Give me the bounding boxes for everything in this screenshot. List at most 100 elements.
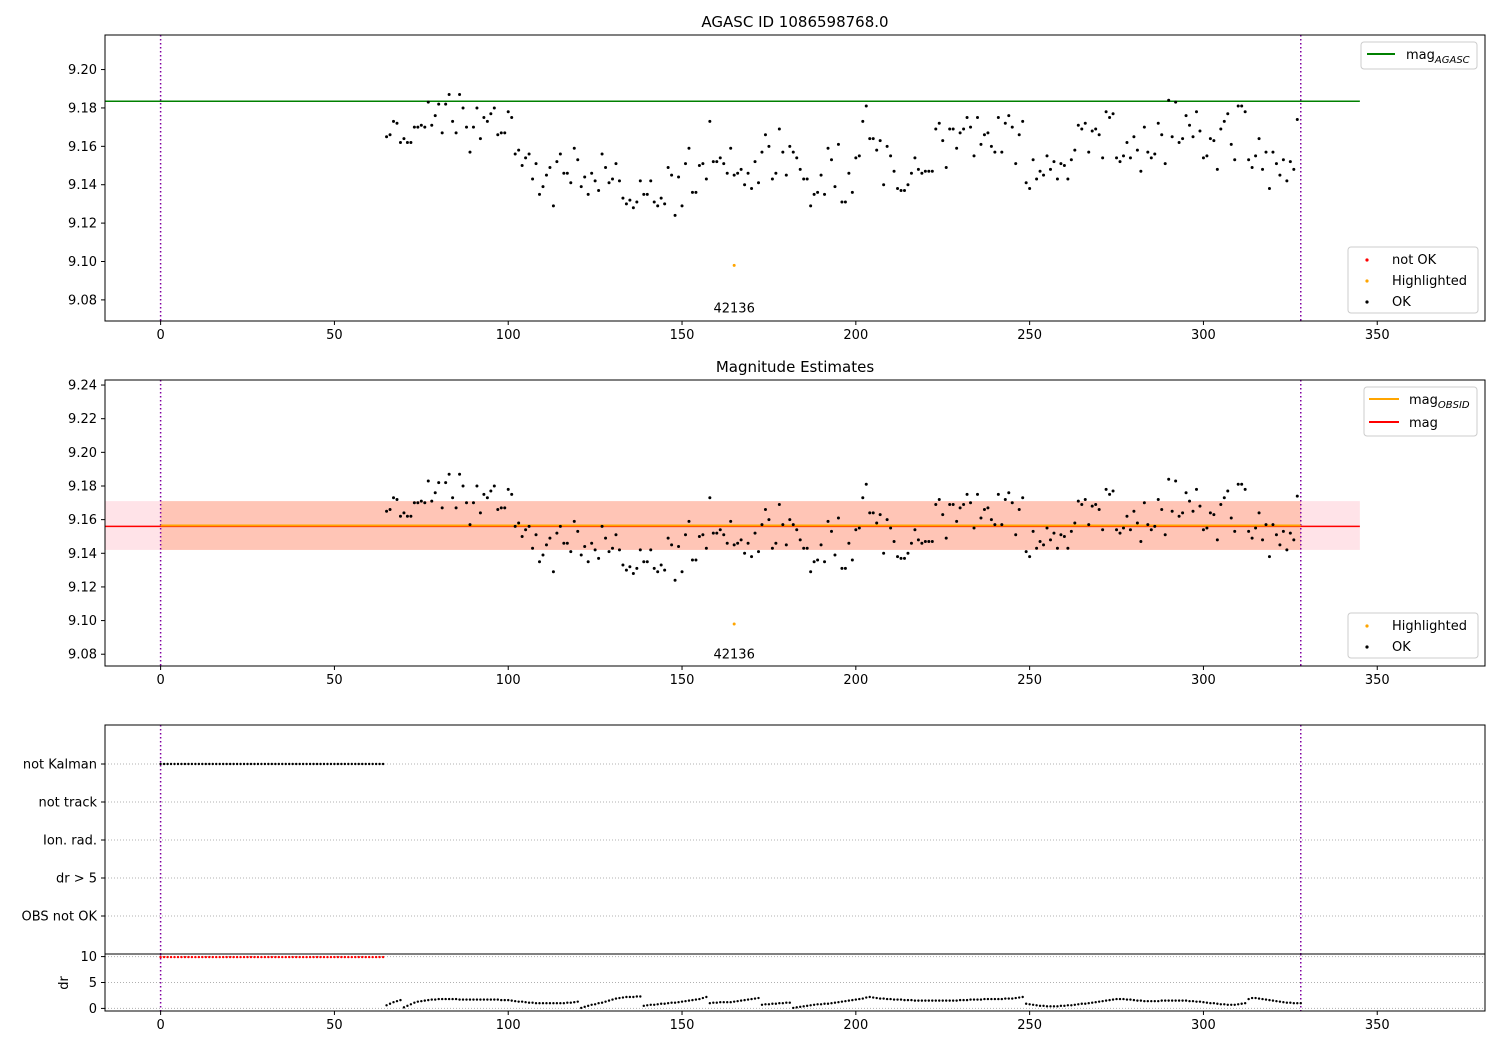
- ok-point: [770, 546, 774, 550]
- not-kalman-point: [350, 762, 354, 766]
- ok-point: [857, 154, 861, 158]
- ok-point: [795, 156, 799, 160]
- dr-ok-point: [1024, 1002, 1028, 1005]
- panel-estimates-legend-bottom: Highlighted OK: [1347, 612, 1479, 659]
- ok-point: [440, 131, 444, 135]
- ok-point: [385, 509, 389, 513]
- dr-ok-point: [569, 1001, 572, 1004]
- ok-point: [597, 556, 601, 560]
- ok-point: [433, 114, 437, 118]
- ok-point: [882, 551, 886, 555]
- ok-point: [1174, 479, 1178, 483]
- dr-ok-point: [1271, 999, 1275, 1002]
- ok-point: [1121, 154, 1125, 158]
- ok-point: [444, 481, 448, 485]
- ok-point: [583, 545, 587, 549]
- dr-ok-point: [1254, 996, 1257, 1000]
- dr-ok-point: [840, 1000, 844, 1003]
- ok-point: [1021, 119, 1025, 123]
- ok-point: [666, 165, 670, 169]
- ok-point: [496, 133, 500, 137]
- ok-point: [704, 177, 708, 181]
- not-kalman-point: [343, 762, 347, 766]
- ok-point: [753, 160, 757, 164]
- ok-point: [774, 171, 778, 175]
- dr-ok-point: [1184, 999, 1188, 1002]
- dr-ok-point: [1004, 997, 1007, 1000]
- ok-point: [544, 543, 548, 547]
- ok-point: [1045, 526, 1049, 530]
- ok-point: [1267, 555, 1271, 559]
- dr-ok-point: [913, 999, 917, 1002]
- ok-point: [673, 213, 677, 217]
- panel-estimates-ytick-label: 9.18: [68, 479, 97, 494]
- ok-point: [492, 106, 496, 110]
- ok-point: [993, 150, 997, 154]
- ok-point: [746, 541, 750, 545]
- ok-point: [1135, 148, 1139, 152]
- ok-point: [1118, 160, 1122, 164]
- not-kalman-point: [263, 762, 267, 766]
- dr-ok-point: [684, 999, 687, 1003]
- not-kalman-point: [218, 762, 221, 766]
- legend-point-label: Highlighted: [1392, 619, 1467, 634]
- ok-point: [777, 127, 781, 131]
- ok-point: [802, 177, 806, 181]
- ok-point: [777, 502, 781, 506]
- dr-ok-point: [819, 1003, 823, 1006]
- ok-point: [951, 502, 955, 506]
- ok-point: [823, 560, 827, 564]
- ok-point: [1257, 137, 1261, 141]
- not-kalman-point: [180, 762, 183, 766]
- dr-ok-point: [1233, 1003, 1236, 1006]
- dr-not-ok-point: [361, 955, 364, 959]
- dr-ok-point: [496, 998, 499, 1001]
- panel-dr-xtick-label: 150: [670, 1018, 695, 1033]
- dr-ok-point: [388, 1002, 392, 1005]
- ok-point: [506, 487, 510, 491]
- ok-point: [388, 133, 392, 137]
- ok-point: [975, 116, 979, 120]
- ok-point: [1035, 177, 1039, 181]
- ok-point: [896, 187, 900, 191]
- dr-ok-point: [673, 1001, 677, 1004]
- not-kalman-point: [215, 762, 218, 766]
- dr-ok-point: [945, 999, 948, 1002]
- ok-point: [1247, 529, 1251, 533]
- panel-estimates-xtick-label: 150: [670, 673, 695, 688]
- ok-point: [513, 524, 517, 528]
- panel-agasc-plot: [105, 35, 1360, 321]
- dr-ok-point: [486, 998, 489, 1001]
- ok-point: [645, 192, 649, 196]
- ok-point: [590, 171, 594, 175]
- dr-ok-point: [753, 997, 757, 1000]
- ok-point: [843, 566, 847, 570]
- ok-point: [562, 171, 566, 175]
- ok-point: [1080, 502, 1084, 506]
- dr-ok-point: [1188, 999, 1191, 1003]
- ok-point: [579, 185, 583, 189]
- not-kalman-point: [256, 762, 260, 766]
- dr-not-ok-point: [228, 955, 232, 959]
- panel-dr-xticks: 0 50 100 150 200 250 300 350: [156, 1011, 1390, 1033]
- dr-ok-point: [1132, 998, 1136, 1002]
- dr-ok-point: [479, 998, 482, 1001]
- ok-point: [402, 137, 406, 141]
- ok-point: [1163, 533, 1167, 537]
- dr-ok-point: [868, 995, 871, 999]
- ok-point: [409, 514, 413, 518]
- dr-ok-point: [395, 999, 399, 1003]
- legend-point-label-main: OK: [1392, 640, 1411, 655]
- dr-ok-point: [962, 998, 965, 1002]
- dr-not-ok-point: [263, 955, 267, 959]
- ok-point: [1254, 526, 1258, 530]
- not-kalman-point: [197, 762, 201, 766]
- dr-not-ok-point: [225, 955, 228, 959]
- ok-point: [704, 546, 708, 550]
- dr-not-ok-point: [162, 955, 166, 959]
- ok-point: [1274, 162, 1278, 166]
- not-kalman-point: [354, 762, 357, 766]
- dr-ok-point: [885, 997, 889, 1001]
- ok-point: [1219, 127, 1223, 131]
- panel-dr-xtick-label: 250: [1017, 1018, 1042, 1033]
